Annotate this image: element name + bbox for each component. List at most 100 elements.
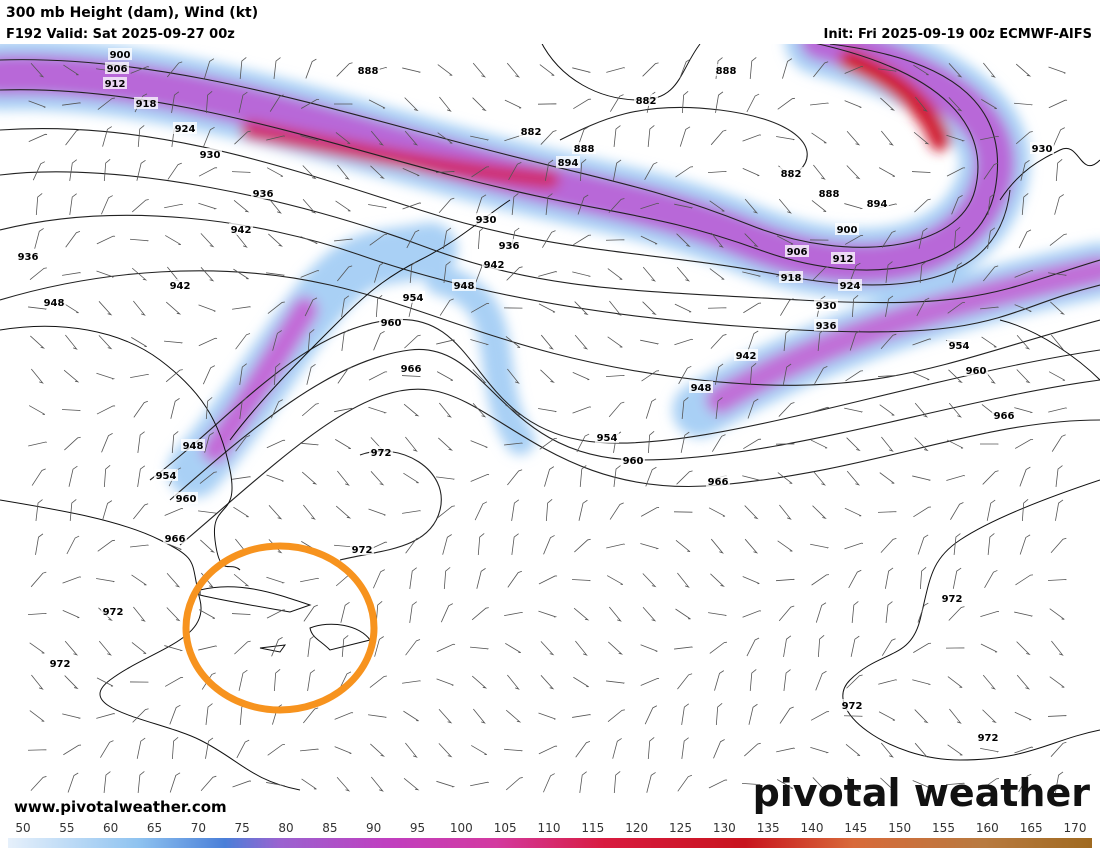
wind-barb xyxy=(812,266,829,281)
wind-barb xyxy=(31,368,44,384)
wind-barb xyxy=(30,571,47,588)
wind-barb xyxy=(913,642,932,653)
contour-label: 942 xyxy=(170,281,191,292)
wind-barb xyxy=(341,329,349,351)
label-background xyxy=(379,316,403,328)
wind-barb xyxy=(372,569,385,589)
wind-barb xyxy=(96,713,115,719)
wind-barb xyxy=(65,231,81,248)
wind-barb xyxy=(470,135,490,141)
wind-barb xyxy=(507,674,520,690)
label-background xyxy=(831,252,855,264)
wind-barb xyxy=(96,372,116,380)
contour-labels: 9009069129189249309369429369429488888828… xyxy=(16,48,1054,744)
wind-barb xyxy=(880,97,896,111)
contour-label: 960 xyxy=(381,318,402,329)
wind-barb xyxy=(129,238,149,242)
wind-barb xyxy=(32,161,46,181)
wind-barb xyxy=(642,266,656,282)
wind-barb xyxy=(164,508,184,516)
colorbar-label: 70 xyxy=(191,821,206,835)
wind-barb xyxy=(235,435,251,452)
wind-barb xyxy=(202,365,215,385)
wind-barb xyxy=(171,91,180,113)
wind-barb xyxy=(778,605,795,622)
wind-barb xyxy=(849,330,861,351)
wind-barb xyxy=(405,639,421,656)
wind-barb xyxy=(300,99,320,109)
wind-barb xyxy=(810,102,829,106)
wind-barb xyxy=(266,609,286,619)
label-background xyxy=(251,187,275,199)
wind-barb xyxy=(680,431,690,453)
wind-barb xyxy=(741,783,761,786)
contour-label: 960 xyxy=(176,494,197,505)
wind-barb xyxy=(917,602,929,623)
wind-barb xyxy=(878,711,896,721)
wind-barb xyxy=(511,533,519,555)
wind-barb xyxy=(711,434,726,452)
contour-label: 960 xyxy=(966,366,987,377)
wind-barb xyxy=(917,534,929,555)
wind-barb xyxy=(103,159,111,182)
wind-barb xyxy=(273,669,281,692)
wind-barb xyxy=(233,573,250,587)
wind-barb xyxy=(370,776,384,792)
label-background xyxy=(1030,142,1054,154)
coastlines xyxy=(0,39,1100,791)
wind-barb xyxy=(1021,499,1029,522)
wind-barb xyxy=(878,68,897,72)
wind-barb xyxy=(368,371,388,381)
wind-barb xyxy=(776,136,796,141)
wind-barb xyxy=(681,91,689,114)
wind-barb xyxy=(304,297,318,317)
label-background xyxy=(399,362,423,374)
wind-barb xyxy=(947,676,963,688)
wind-barb xyxy=(472,62,487,78)
wind-barb xyxy=(848,569,862,589)
label-background xyxy=(572,142,596,154)
wind-barb xyxy=(817,635,825,658)
wind-barb xyxy=(404,130,419,146)
wind-barb xyxy=(679,58,691,79)
wind-barb xyxy=(543,773,555,793)
wind-barb xyxy=(409,261,417,284)
wind-barb xyxy=(778,198,792,214)
wind-barb xyxy=(579,465,587,488)
wind-barb xyxy=(674,338,694,346)
wind-barb xyxy=(677,572,690,588)
colorbar-label: 75 xyxy=(235,821,250,835)
label-background xyxy=(198,148,222,160)
label-background xyxy=(621,454,645,466)
wind-barb xyxy=(538,712,556,720)
colorbar-label: 80 xyxy=(278,821,293,835)
contour-label: 936 xyxy=(499,241,520,252)
wind-barb xyxy=(846,165,861,180)
wind-barb xyxy=(709,641,727,654)
wind-barb xyxy=(810,439,828,449)
label-background xyxy=(840,699,864,711)
wind-barb xyxy=(913,131,930,145)
wind-barb xyxy=(100,740,114,758)
wind-barb xyxy=(715,703,723,726)
wind-barb xyxy=(406,229,420,249)
wind-barb xyxy=(982,709,997,723)
wind-barb xyxy=(62,610,80,619)
wind-barb xyxy=(506,62,520,78)
wind-barb xyxy=(540,369,555,383)
wind-barb xyxy=(573,234,592,246)
wind-barb xyxy=(612,159,622,181)
wind-barb xyxy=(167,162,182,180)
wind-barb xyxy=(443,261,451,283)
wind-barb xyxy=(340,602,350,623)
wind-barb xyxy=(307,635,315,657)
wind-barb xyxy=(165,235,181,245)
wind-barb xyxy=(1015,131,1033,145)
wind-barb xyxy=(676,233,691,248)
wind-barb xyxy=(232,476,251,480)
wind-barb xyxy=(675,608,691,620)
wind-barb xyxy=(1018,229,1032,249)
wind-barb xyxy=(779,706,794,724)
wind-barb xyxy=(608,198,625,213)
